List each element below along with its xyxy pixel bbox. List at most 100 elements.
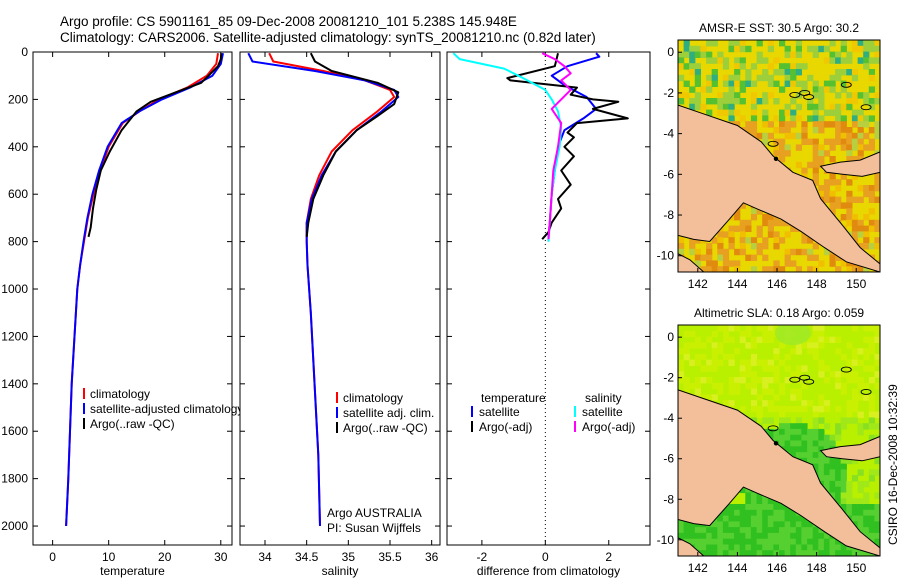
sla-map-cell — [745, 527, 752, 534]
sst-map-cell — [773, 219, 780, 227]
sla-map-cell — [756, 377, 763, 384]
sst-map-cell — [801, 138, 808, 145]
sst-map-cell — [784, 132, 791, 140]
sst-map-cell — [790, 51, 797, 58]
sla-map-cell — [689, 538, 696, 546]
sla-map-cell — [773, 527, 780, 534]
sla-map-cell — [773, 504, 780, 511]
sst-map-cell — [863, 121, 870, 128]
sst-map-cell — [801, 63, 808, 70]
sla-map-cell — [683, 527, 690, 534]
sla-map-cell — [734, 325, 741, 332]
sst-map-cell — [795, 80, 802, 87]
sst-map-cell — [739, 237, 746, 244]
sla-map-cell — [745, 486, 752, 494]
sst-map-cell — [779, 219, 786, 227]
sla-map-cell — [700, 353, 707, 361]
difference-legend-label: satellite — [479, 405, 520, 419]
sst-map-cell — [745, 254, 752, 261]
sla-map-cell — [790, 550, 797, 556]
sst-map-cell — [756, 57, 763, 64]
sst-map-cell — [790, 115, 797, 122]
sla-map-cell — [706, 336, 713, 343]
sla-map-cell — [784, 515, 791, 522]
sst-map-cell — [739, 115, 746, 122]
sla-map-cell — [795, 365, 802, 372]
sla-map-cell — [807, 342, 814, 349]
sst-map-cell — [846, 80, 853, 87]
sla-map-cell — [739, 532, 746, 540]
sla-map-cell — [784, 405, 791, 413]
sst-map-cell — [874, 132, 880, 140]
sst-map-cell — [722, 80, 730, 87]
sst-map-cell — [745, 219, 752, 227]
sst-map-cell — [750, 80, 758, 87]
temperature-x-axis-label: temperature — [100, 564, 165, 578]
sst-map-title: AMSR-E SST: 30.5 Argo: 30.2 — [699, 21, 859, 35]
sla-map-cell — [863, 382, 870, 390]
sst-map-cell — [728, 45, 735, 53]
sst-map-panel: AMSR-E SST: 30.5 Argo: 30.2 142 144 146 148 1… — [657, 21, 881, 291]
sst-map-cell — [835, 115, 842, 122]
sst-map-cell — [728, 103, 735, 111]
sla-map-cell — [773, 509, 780, 517]
sla-map-cell — [840, 423, 847, 430]
sla-map-cell — [801, 446, 808, 453]
difference-legend-title-temperature: temperature — [481, 391, 546, 405]
sst-map-cell — [874, 51, 880, 58]
sla-map-cell — [818, 325, 825, 332]
sst-map-cell — [694, 45, 701, 53]
sst-map-cell — [846, 132, 853, 140]
sst-map-cell — [851, 196, 859, 203]
salinity-legend-label: Argo(..raw -QC) — [343, 421, 428, 435]
sla-map-cell — [846, 417, 853, 424]
sst-map-land-island — [803, 94, 815, 100]
sla-map-cell — [790, 394, 797, 401]
sla-map-cell — [835, 457, 842, 465]
sla-map-cell — [846, 359, 853, 366]
sst-map-cell — [683, 80, 690, 87]
salinity-series-group — [247, 52, 400, 527]
sst-map-cell — [756, 74, 763, 82]
temperature-x-tick-label: 30 — [214, 550, 228, 564]
sla-map-cell — [678, 359, 685, 366]
sst-map-cell — [846, 179, 853, 186]
sla-map-cell — [868, 325, 875, 332]
sst-map-cell — [745, 225, 752, 232]
sst-map-cell — [762, 92, 769, 99]
sla-map-cell — [784, 428, 791, 436]
sla-map-cell — [818, 330, 825, 338]
sst-map-cell — [851, 225, 859, 232]
salinity-annotation-institution: Argo AUSTRALIA — [327, 506, 422, 520]
sst-map-cell — [728, 92, 735, 99]
sst-map-y-tick-label: 0 — [667, 45, 674, 59]
sst-map-cell — [795, 161, 802, 169]
salinity-x-tick-label: 35.5 — [378, 550, 402, 564]
sla-map-cell — [739, 515, 746, 522]
sla-map-cell — [711, 394, 718, 401]
sst-map-cell — [801, 80, 808, 87]
sst-map-argo-location — [773, 156, 779, 161]
sla-map-cell — [678, 377, 685, 384]
sst-map-cell — [739, 231, 746, 238]
sla-map-cell — [706, 538, 713, 546]
sst-map-cell — [745, 237, 752, 244]
sla-map-map-area — [678, 325, 880, 556]
sla-map-cell — [762, 330, 769, 338]
sst-map-cell — [700, 45, 707, 53]
sla-map-cell — [728, 538, 735, 546]
sla-map-cell — [874, 382, 880, 390]
sst-map-cell — [694, 254, 701, 261]
sst-map-cell — [784, 74, 791, 82]
sst-map-cell — [835, 69, 842, 76]
sla-map-cell — [745, 538, 752, 546]
sla-map-cell — [734, 377, 741, 384]
sla-map-cell — [779, 411, 786, 418]
sst-map-cell — [750, 214, 758, 221]
sla-map-cell — [846, 544, 853, 551]
sla-map-cell — [868, 394, 875, 401]
depth-tick-label: 1000 — [1, 282, 28, 296]
sla-map-cell — [711, 353, 718, 361]
sla-map-cell — [683, 330, 690, 338]
sst-map-cell — [784, 254, 791, 261]
